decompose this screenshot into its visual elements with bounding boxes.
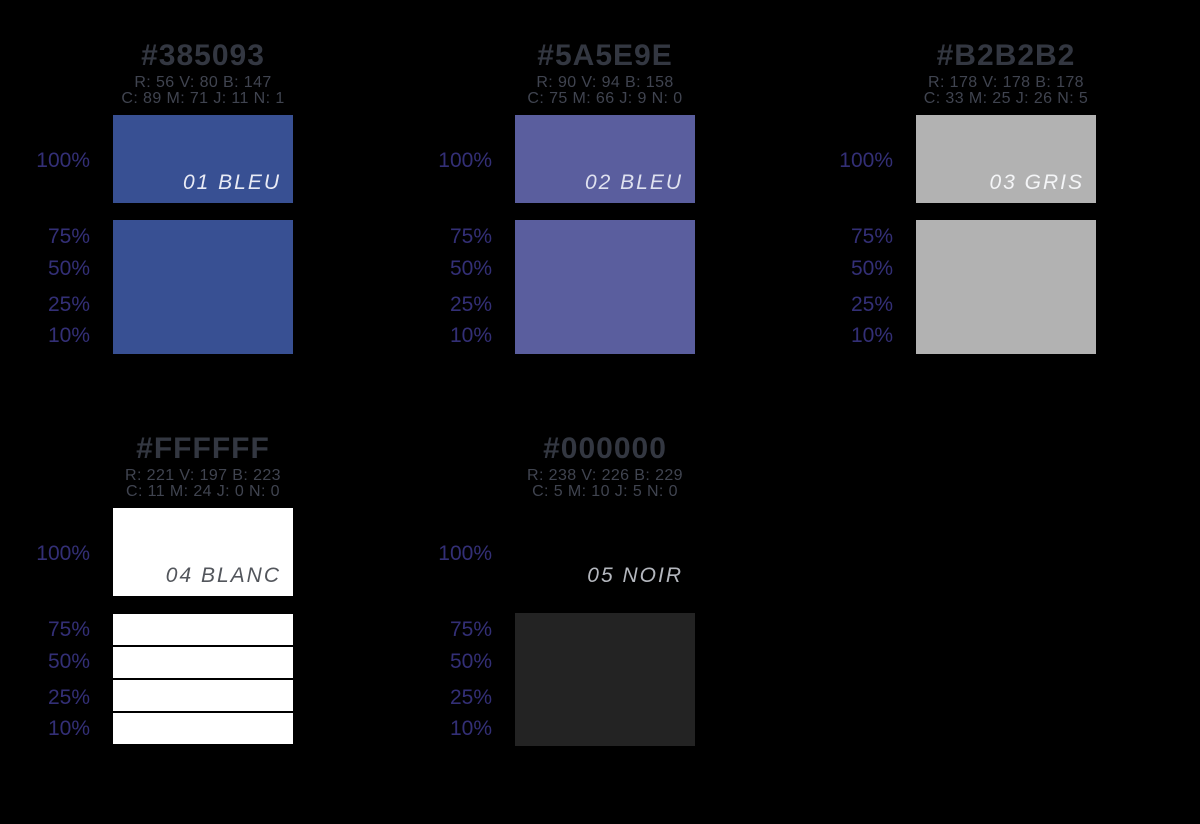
rgb-values: R: 90 V: 94 B: 158 xyxy=(536,74,674,91)
swatch-100: 01 BLEU xyxy=(113,115,293,203)
tint-block xyxy=(113,220,293,354)
hex-code: #000000 xyxy=(543,432,667,465)
swatch-name: 03 GRIS xyxy=(989,171,1084,194)
tint-label-10: 10% xyxy=(449,717,492,740)
tint-label-25: 25% xyxy=(47,293,90,316)
swatch-name: 04 BLANC xyxy=(165,564,281,587)
swatch-100: 02 BLEU xyxy=(515,115,695,203)
hex-code: #B2B2B2 xyxy=(936,39,1076,72)
color-card-02-bleu: #5A5E9E R: 90 V: 94 B: 158 C: 75 M: 66 J… xyxy=(415,40,695,370)
tint-label-25: 25% xyxy=(449,686,492,709)
tint-label-75: 75% xyxy=(47,618,90,641)
rgb-values: R: 56 V: 80 B: 147 xyxy=(134,74,272,91)
tint-bar-75 xyxy=(113,614,293,645)
tint-label-50: 50% xyxy=(449,257,492,280)
tint-label-75: 75% xyxy=(449,618,492,641)
cmyk-values: C: 75 M: 66 J: 9 N: 0 xyxy=(527,90,683,107)
swatch-100: 04 BLANC xyxy=(113,508,293,596)
color-card-05-noir: #000000 R: 238 V: 226 B: 229 C: 5 M: 10 … xyxy=(415,433,695,763)
swatch-name: 01 BLEU xyxy=(182,171,281,194)
tint-label-25: 25% xyxy=(47,686,90,709)
rgb-values: R: 178 V: 178 B: 178 xyxy=(928,74,1084,91)
color-card-04-blanc: #FFFFFF R: 221 V: 197 B: 223 C: 11 M: 24… xyxy=(13,433,293,763)
rgb-values: R: 238 V: 226 B: 229 xyxy=(527,467,683,484)
tint-label-100: 100% xyxy=(36,542,90,565)
color-card-01-bleu: #385093 R: 56 V: 80 B: 147 C: 89 M: 71 J… xyxy=(13,40,293,370)
cmyk-values: C: 11 M: 24 J: 0 N: 0 xyxy=(126,483,280,500)
tint-block xyxy=(515,613,695,746)
cmyk-values: C: 33 M: 25 J: 26 N: 5 xyxy=(923,90,1089,107)
tint-label-100: 100% xyxy=(839,149,893,172)
tint-bar-50 xyxy=(113,647,293,678)
swatch-name: 05 NOIR xyxy=(587,564,683,587)
tint-label-75: 75% xyxy=(850,225,893,248)
tint-bar-10 xyxy=(113,713,293,744)
tint-label-100: 100% xyxy=(36,149,90,172)
hex-code: #5A5E9E xyxy=(537,39,673,72)
swatch-name: 02 BLEU xyxy=(584,171,683,194)
tint-label-10: 10% xyxy=(47,717,90,740)
tint-label-50: 50% xyxy=(850,257,893,280)
tint-label-25: 25% xyxy=(850,293,893,316)
tint-label-50: 50% xyxy=(47,650,90,673)
tint-label-10: 10% xyxy=(850,324,893,347)
hex-code: #FFFFFF xyxy=(136,432,270,465)
cmyk-values: C: 89 M: 71 J: 11 N: 1 xyxy=(121,90,285,107)
color-card-03-gris: #B2B2B2 R: 178 V: 178 B: 178 C: 33 M: 25… xyxy=(816,40,1096,370)
swatch-100: 05 NOIR xyxy=(515,508,695,596)
tint-label-25: 25% xyxy=(449,293,492,316)
hex-code: #385093 xyxy=(141,39,265,72)
tint-label-50: 50% xyxy=(449,650,492,673)
tint-label-10: 10% xyxy=(449,324,492,347)
swatch-100: 03 GRIS xyxy=(916,115,1096,203)
tint-label-75: 75% xyxy=(47,225,90,248)
tint-block xyxy=(916,220,1096,354)
tint-label-75: 75% xyxy=(449,225,492,248)
cmyk-values: C: 5 M: 10 J: 5 N: 0 xyxy=(532,483,678,500)
tint-bar-25 xyxy=(113,680,293,711)
tint-block xyxy=(515,220,695,354)
tint-label-100: 100% xyxy=(438,149,492,172)
tint-label-10: 10% xyxy=(47,324,90,347)
tint-label-100: 100% xyxy=(438,542,492,565)
tint-label-50: 50% xyxy=(47,257,90,280)
rgb-values: R: 221 V: 197 B: 223 xyxy=(125,467,281,484)
